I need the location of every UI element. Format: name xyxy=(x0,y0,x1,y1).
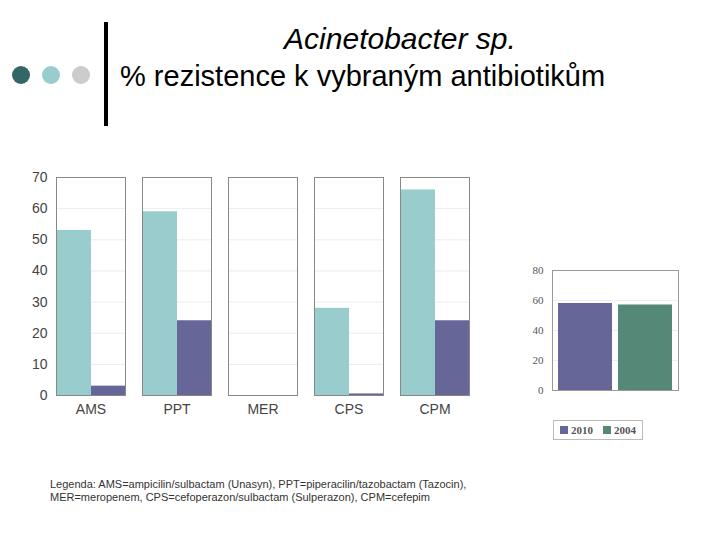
svg-text:80: 80 xyxy=(533,264,545,276)
html-text:2010: 2010 xyxy=(571,424,593,436)
svg-text:PPT: PPT xyxy=(163,401,191,417)
svg-text:CPM: CPM xyxy=(419,401,450,417)
svg-text:40: 40 xyxy=(533,324,545,336)
svg-text:CPS: CPS xyxy=(335,401,364,417)
svg-text:10: 10 xyxy=(32,356,48,372)
svg-text:MER: MER xyxy=(247,401,278,417)
svg-text:20: 20 xyxy=(32,325,48,341)
svg-text:40: 40 xyxy=(32,262,48,278)
svg-text:0: 0 xyxy=(538,384,544,396)
svg-text:60: 60 xyxy=(32,200,48,216)
svg-text:60: 60 xyxy=(533,294,545,306)
svg-text:0: 0 xyxy=(40,387,48,403)
svg-text:AMS: AMS xyxy=(76,401,106,417)
svg-text:20: 20 xyxy=(533,354,545,366)
svg-text:30: 30 xyxy=(32,294,48,310)
svg-text:50: 50 xyxy=(32,231,48,247)
html-text:Legenda: AMS=ampicilin/sulbact: Legenda: AMS=ampicilin/sulbactam (Unasyn… xyxy=(50,478,467,503)
html-text:% rezistence k vybraným antibi: % rezistence k vybraným antibiotikům xyxy=(120,60,606,92)
html-text:2004: 2004 xyxy=(614,424,636,436)
svg-text:70: 70 xyxy=(32,169,48,185)
html-text:Acinetobacter sp.: Acinetobacter sp. xyxy=(284,22,516,55)
